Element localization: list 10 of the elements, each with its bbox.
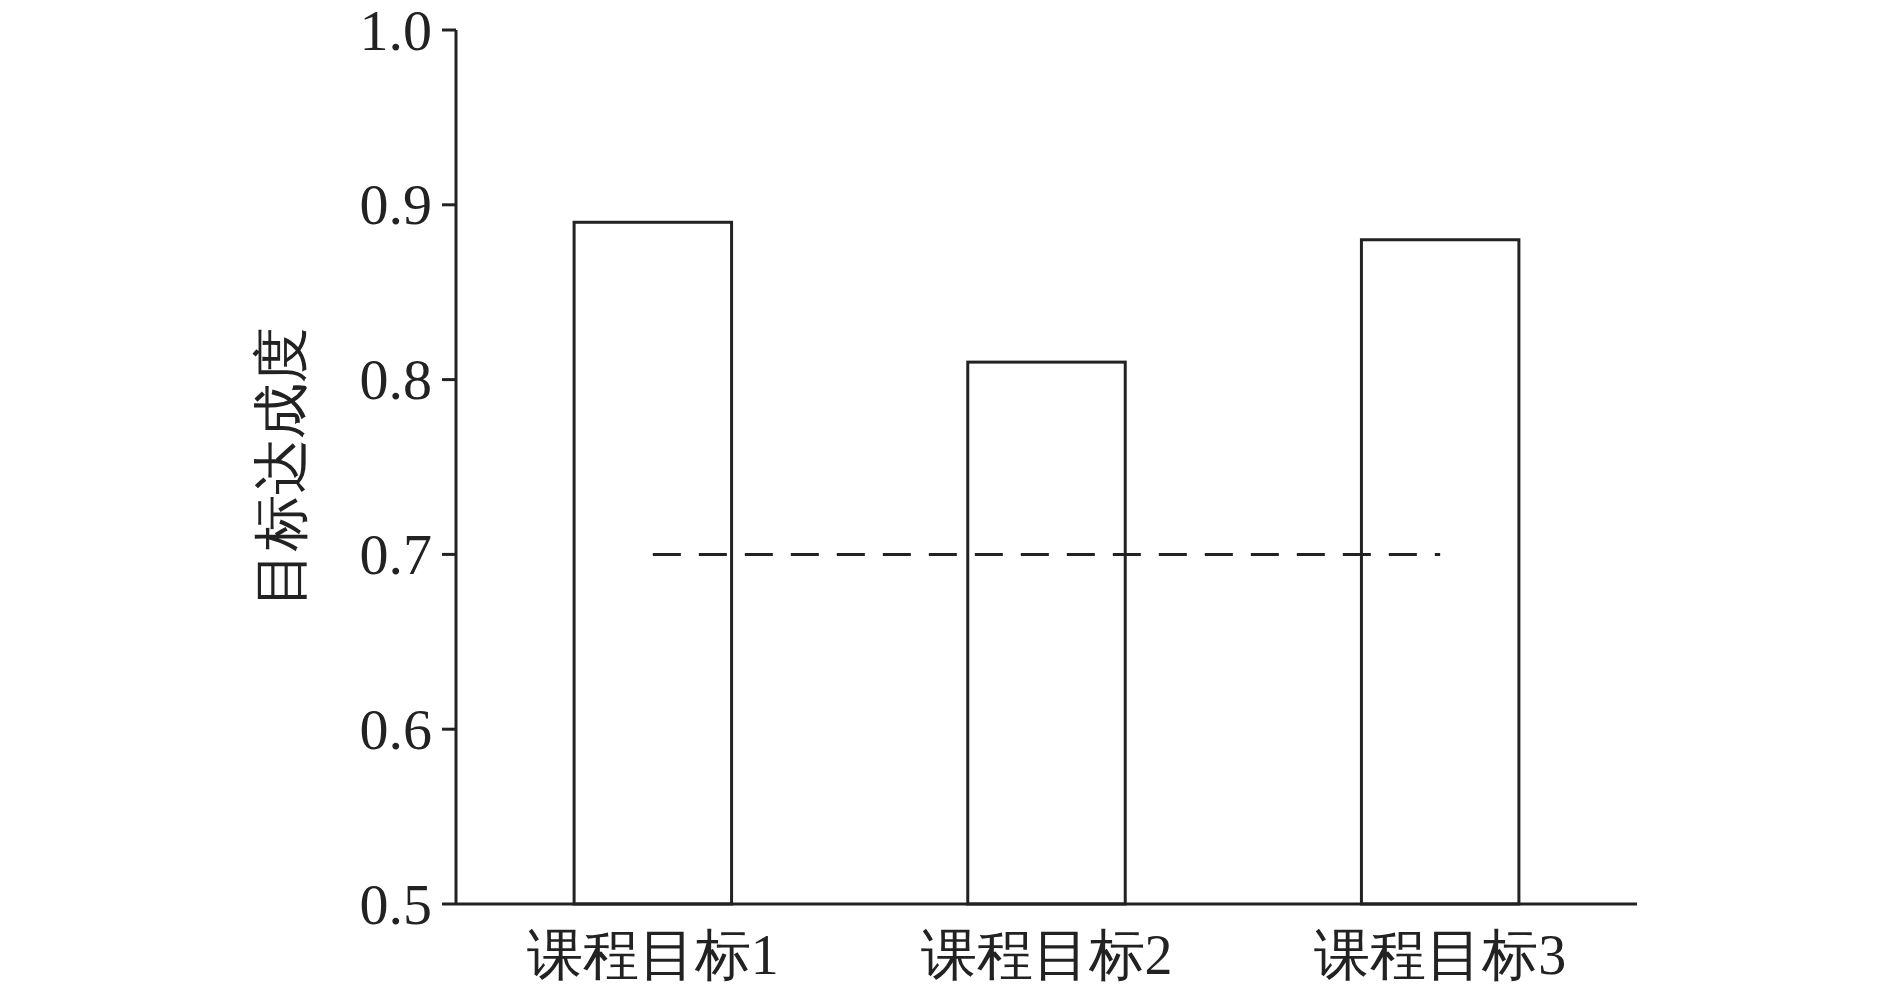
y-axis-title: 目标达成度 (250, 327, 312, 607)
y-tick-label: 1.0 (359, 0, 432, 63)
y-tick-label: 0.5 (359, 871, 432, 937)
y-tick-label: 0.8 (359, 347, 432, 413)
y-tick-label: 0.6 (359, 696, 432, 762)
x-tick-label: 课程目标2 (920, 924, 1173, 986)
y-tick-label: 0.7 (359, 521, 432, 587)
x-tick-label: 课程目标3 (1314, 924, 1567, 986)
x-tick-label: 课程目标1 (526, 924, 779, 986)
y-tick-label: 0.9 (359, 172, 432, 238)
